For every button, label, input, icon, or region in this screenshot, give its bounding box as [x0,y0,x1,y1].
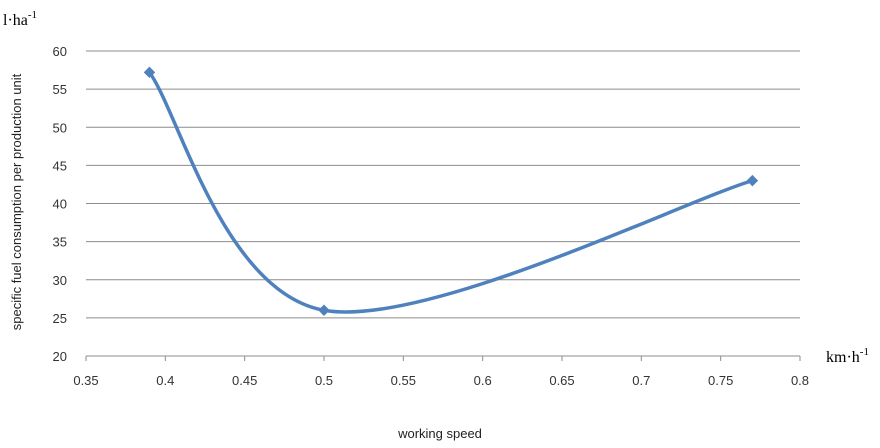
y-axis-unit: l·ha-1 [3,9,37,29]
y-tick-label: 25 [53,311,67,326]
y-tick-label: 50 [53,120,67,135]
y-axis-unit-base: l·ha [3,12,28,29]
y-tick-label: 35 [53,235,67,250]
series [143,66,759,316]
x-tick-label: 0.5 [315,373,333,388]
x-axis-unit: km·h-1 [826,346,869,366]
y-tick-label: 45 [53,158,67,173]
y-axis-unit-exponent: -1 [28,9,37,21]
y-tick-label: 60 [53,44,67,59]
x-tick-label: 0.65 [549,373,574,388]
x-tick-label: 0.7 [632,373,650,388]
y-tick-label: 20 [53,349,67,364]
x-tick-label: 0.4 [156,373,174,388]
x-tick-label: 0.35 [73,373,98,388]
data-point-marker [318,304,330,316]
x-tick-label: 0.8 [791,373,809,388]
x-tick-label: 0.45 [232,373,257,388]
tick-labels: 20 25 30 35 40 45 50 55 60 0.35 0.4 0.45 0.5 0.55 0.6 0… [53,44,810,388]
data-point-marker [746,174,759,187]
x-axis-title: working speed [397,426,482,441]
series-line [147,70,755,314]
gridlines [86,50,800,319]
y-tick-label: 40 [53,197,67,212]
y-axis-title: specific fuel consumption per production… [9,73,24,330]
y-tick-label: 30 [53,273,67,288]
x-axis-unit-base: km·h [826,349,860,366]
x-axis-unit-exponent: -1 [860,346,869,358]
axes [85,355,801,361]
data-point-marker [143,66,156,79]
y-tick-label: 55 [53,82,67,97]
x-tick-label: 0.75 [708,373,733,388]
x-tick-label: 0.55 [391,373,416,388]
x-tick-label: 0.6 [474,373,492,388]
